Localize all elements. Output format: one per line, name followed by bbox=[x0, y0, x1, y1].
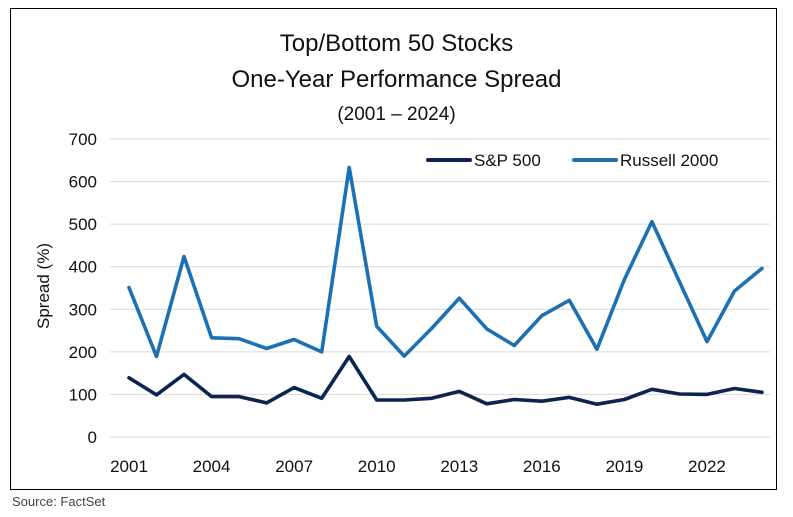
legend-label-s-p-500: S&P 500 bbox=[474, 151, 541, 170]
y-axis-ticks: 0 100 200 300 400 500 600 700 bbox=[69, 130, 97, 447]
x-tick-label-2010: 2010 bbox=[358, 457, 396, 476]
x-tick-label-2013: 2013 bbox=[440, 457, 478, 476]
x-tick-label-2007: 2007 bbox=[275, 457, 313, 476]
chart-title-line1: Top/Bottom 50 Stocks bbox=[279, 30, 514, 57]
y-tick-label-100: 100 bbox=[69, 385, 97, 404]
x-tick-label-2004: 2004 bbox=[193, 457, 231, 476]
y-tick-label-500: 500 bbox=[69, 215, 97, 234]
series-lines bbox=[127, 165, 764, 407]
x-tick-label-2019: 2019 bbox=[605, 457, 643, 476]
y-tick-label-400: 400 bbox=[69, 258, 97, 277]
series-line-russell-2000 bbox=[127, 165, 764, 359]
chart-subtitle: (2001 – 2024) bbox=[337, 104, 456, 125]
y-tick-label-200: 200 bbox=[69, 343, 97, 362]
source-note: Source: FactSet bbox=[12, 494, 106, 509]
x-tick-label-2022: 2022 bbox=[688, 457, 726, 476]
x-axis-ticks: 2001 2004 2007 2010 2013 2016 2019 2022 bbox=[110, 457, 726, 476]
y-tick-label-0: 0 bbox=[88, 428, 97, 447]
y-tick-label-700: 700 bbox=[69, 130, 97, 149]
y-tick-label-600: 600 bbox=[69, 173, 97, 192]
series-line-s-p-500 bbox=[127, 354, 764, 407]
y-axis-label: Spread (%) bbox=[34, 243, 53, 329]
y-tick-label-300: 300 bbox=[69, 300, 97, 319]
x-tick-label-2001: 2001 bbox=[110, 457, 148, 476]
chart-title-line2: One-Year Performance Spread bbox=[231, 66, 562, 93]
legend-label-russell-2000: Russell 2000 bbox=[620, 151, 718, 170]
chart-frame bbox=[10, 8, 777, 490]
legend: S&P 500 Russell 2000 bbox=[426, 151, 718, 170]
x-tick-label-2016: 2016 bbox=[523, 457, 561, 476]
